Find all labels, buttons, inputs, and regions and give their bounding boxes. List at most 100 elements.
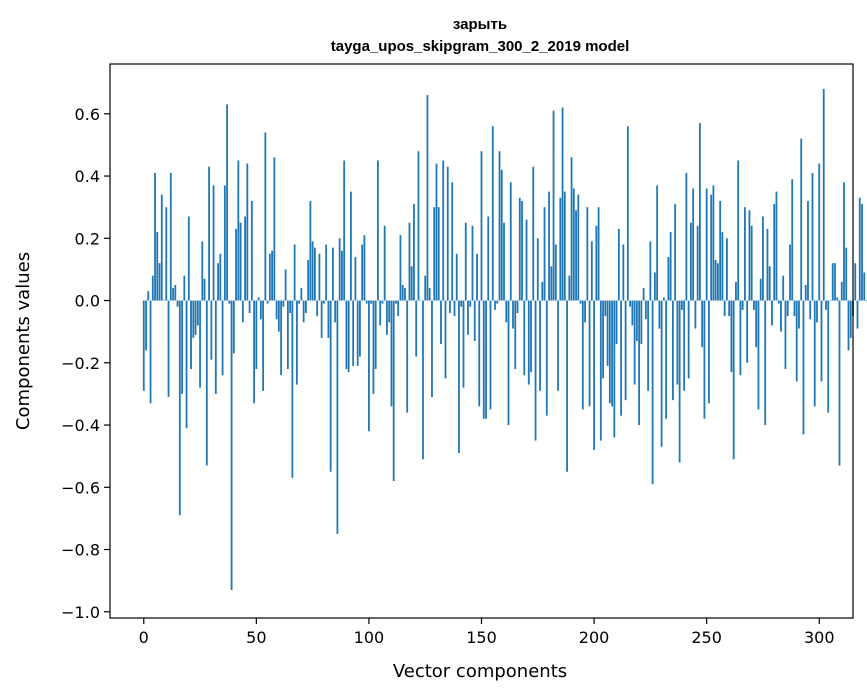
bar [753,300,755,310]
bar [190,300,192,370]
bar [559,197,562,301]
bar [325,244,328,301]
bar [570,157,573,301]
bar [282,300,285,307]
bar [782,275,785,301]
bar [516,300,519,313]
bar [217,263,219,301]
x-tick-label: 300 [804,628,835,647]
bar [257,297,260,301]
bar [667,256,670,301]
y-tick-label: 0.0 [75,292,100,311]
bar [699,123,701,301]
bar [214,300,217,394]
x-tick-label: 100 [354,628,385,647]
y-tick-label: 0.4 [75,167,100,186]
bar [156,232,159,301]
bar [586,207,589,301]
bar [863,272,866,301]
bar [557,300,559,391]
bar [712,185,715,301]
bar [383,225,386,301]
bar [836,297,839,301]
bar [482,300,485,419]
bar [368,300,370,432]
bar [786,300,789,317]
bar [617,228,620,301]
bar [221,300,224,376]
bar [865,300,867,302]
bar [606,300,609,366]
bar [440,300,442,345]
bar [192,300,195,338]
bar [856,300,859,329]
bar [730,300,733,373]
bar [854,263,857,301]
bar [780,300,782,332]
bar [372,300,375,394]
bar [518,197,521,301]
bar [500,169,503,301]
bar [620,300,622,416]
bar [381,300,384,304]
bar [647,300,650,391]
bar [680,300,683,310]
bar [235,228,237,301]
bar [692,188,695,301]
bar [365,300,368,304]
bar [178,300,181,516]
y-tick-label: −0.2 [61,354,100,373]
bar [455,253,458,301]
bar [397,300,400,317]
bar [422,300,424,460]
bar [858,197,861,301]
y-tick-label: −1.0 [61,603,100,622]
bar [399,235,402,301]
bar [798,300,800,329]
bar [590,241,593,301]
bar [280,300,283,376]
bar [831,263,834,301]
bar [789,244,791,301]
bar [726,238,728,301]
bar [539,300,541,391]
bar [766,228,769,301]
bar [795,300,798,382]
bar [656,185,659,301]
bar [181,300,183,394]
bar [604,300,607,317]
bar [318,253,321,301]
bar [505,300,508,323]
bar [442,160,445,301]
bar [802,300,805,435]
bar [428,288,431,301]
bar [275,300,278,320]
bar [658,300,661,329]
bar [840,281,843,301]
bar [566,300,568,472]
bar [838,300,841,466]
bar [232,300,235,354]
bar [401,284,404,301]
bar [426,95,429,301]
bar [615,300,618,345]
bar [390,300,393,407]
bar [196,300,199,326]
bar [552,110,555,301]
bar [584,300,586,323]
bar [239,222,242,301]
bar [849,300,852,338]
bar [467,300,469,335]
bar [386,300,388,335]
bar [575,210,577,301]
bar [174,284,177,301]
bar [259,300,262,320]
bar [361,244,364,301]
bar [250,200,253,301]
bar [811,172,814,301]
bar [563,191,566,301]
bar [701,300,704,348]
bar [554,244,557,301]
bar [271,250,274,301]
bar [746,300,749,363]
